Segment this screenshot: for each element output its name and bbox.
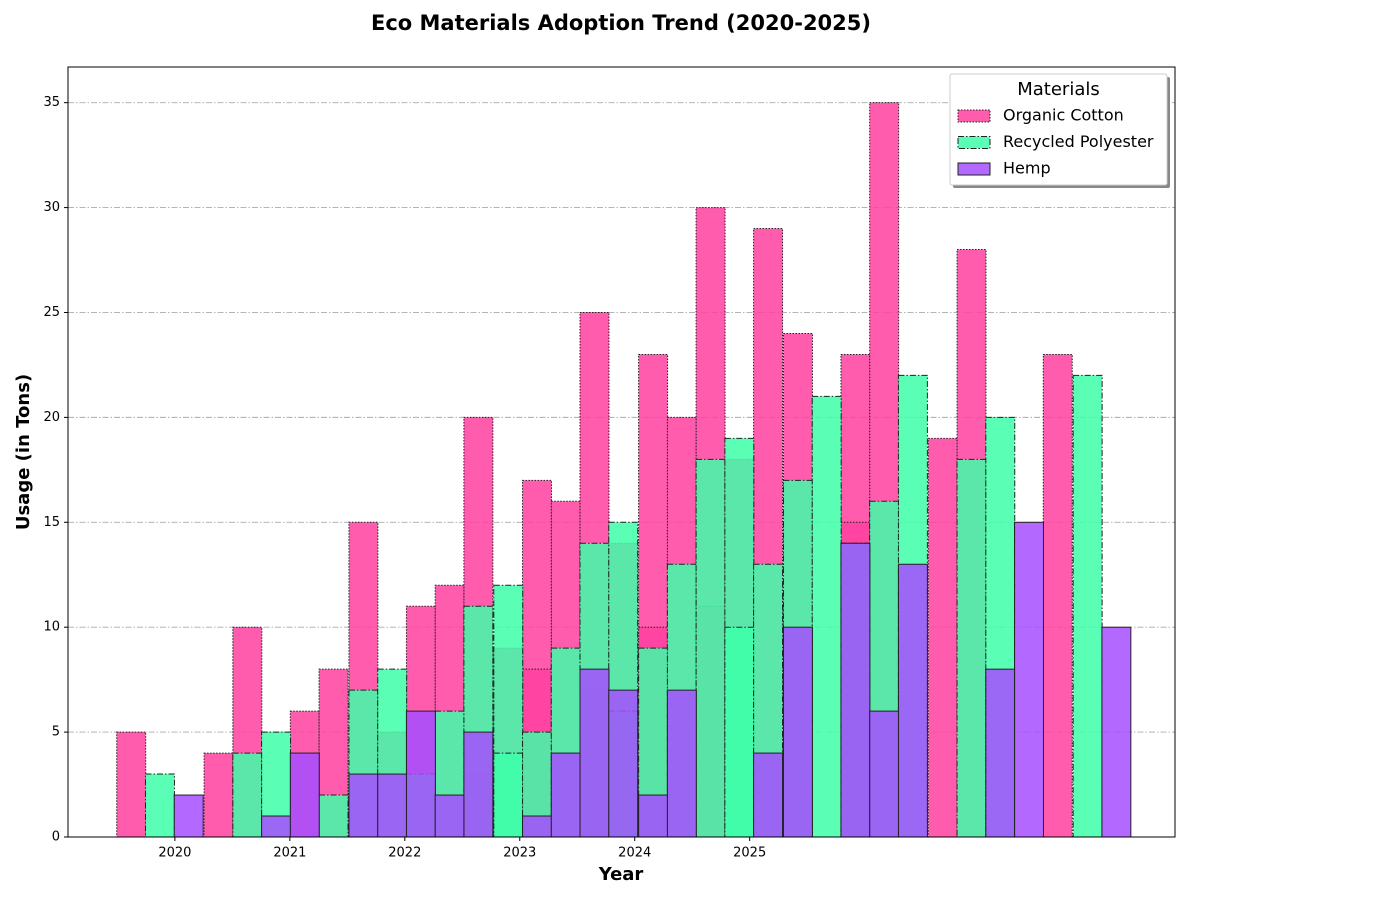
bar <box>1101 626 1132 838</box>
x-tick-label: 2023 <box>503 846 536 861</box>
x-tick-label: 2020 <box>158 846 191 861</box>
bar <box>203 752 234 838</box>
bar <box>811 395 842 838</box>
legend-swatch <box>957 162 991 176</box>
bar <box>753 752 784 838</box>
x-tick-label: 2021 <box>273 846 306 861</box>
chart-title: Eco Materials Adoption Trend (2020-2025) <box>371 11 871 35</box>
x-tick-label: 2025 <box>733 846 766 861</box>
bar <box>985 668 1016 838</box>
bar <box>956 458 987 838</box>
bar <box>493 752 524 838</box>
bar <box>897 563 928 838</box>
legend-swatch <box>957 109 991 123</box>
y-tick-label: 20 <box>43 410 60 425</box>
x-tick-label: 2022 <box>388 846 421 861</box>
y-axis-label: Usage (in Tons) <box>13 374 34 530</box>
y-tick-label: 0 <box>52 830 60 845</box>
legend-swatch <box>957 136 991 149</box>
bar <box>1042 353 1073 838</box>
bar <box>377 773 408 838</box>
bar <box>695 458 726 838</box>
legend-box <box>949 73 1168 186</box>
bar <box>782 626 813 838</box>
x-tick-label: 2024 <box>618 846 651 861</box>
bar <box>405 710 436 838</box>
bar <box>840 542 871 838</box>
bar <box>318 794 349 838</box>
bar <box>434 794 465 838</box>
legend-label: Organic Cotton <box>1003 106 1124 125</box>
bar <box>550 752 581 838</box>
bar <box>289 752 320 838</box>
y-tick-label: 25 <box>43 305 60 320</box>
bar <box>869 710 900 838</box>
bar <box>666 689 697 838</box>
bar <box>116 731 147 838</box>
bar <box>638 794 669 838</box>
bar <box>608 689 639 838</box>
y-tick-label: 5 <box>52 725 60 740</box>
bar <box>144 773 175 838</box>
bar <box>579 668 610 838</box>
y-tick-label: 10 <box>43 620 60 635</box>
y-tick-label: 35 <box>43 95 60 110</box>
bar <box>1014 521 1044 838</box>
plot-frame <box>67 66 1176 838</box>
bar <box>463 731 494 838</box>
legend-label: Recycled Polyester <box>1003 132 1154 151</box>
legend-title: Materials <box>1017 79 1100 100</box>
bar <box>348 773 379 838</box>
bar <box>927 437 958 838</box>
x-axis-label: Year <box>598 864 644 885</box>
bar <box>522 815 552 838</box>
bar <box>724 626 755 838</box>
bar <box>232 752 263 838</box>
bar <box>1072 374 1103 838</box>
y-tick-label: 15 <box>43 515 60 530</box>
bar <box>261 815 292 838</box>
bar <box>173 794 204 838</box>
y-tick-label: 30 <box>43 200 60 215</box>
legend-label: Hemp <box>1003 159 1051 178</box>
